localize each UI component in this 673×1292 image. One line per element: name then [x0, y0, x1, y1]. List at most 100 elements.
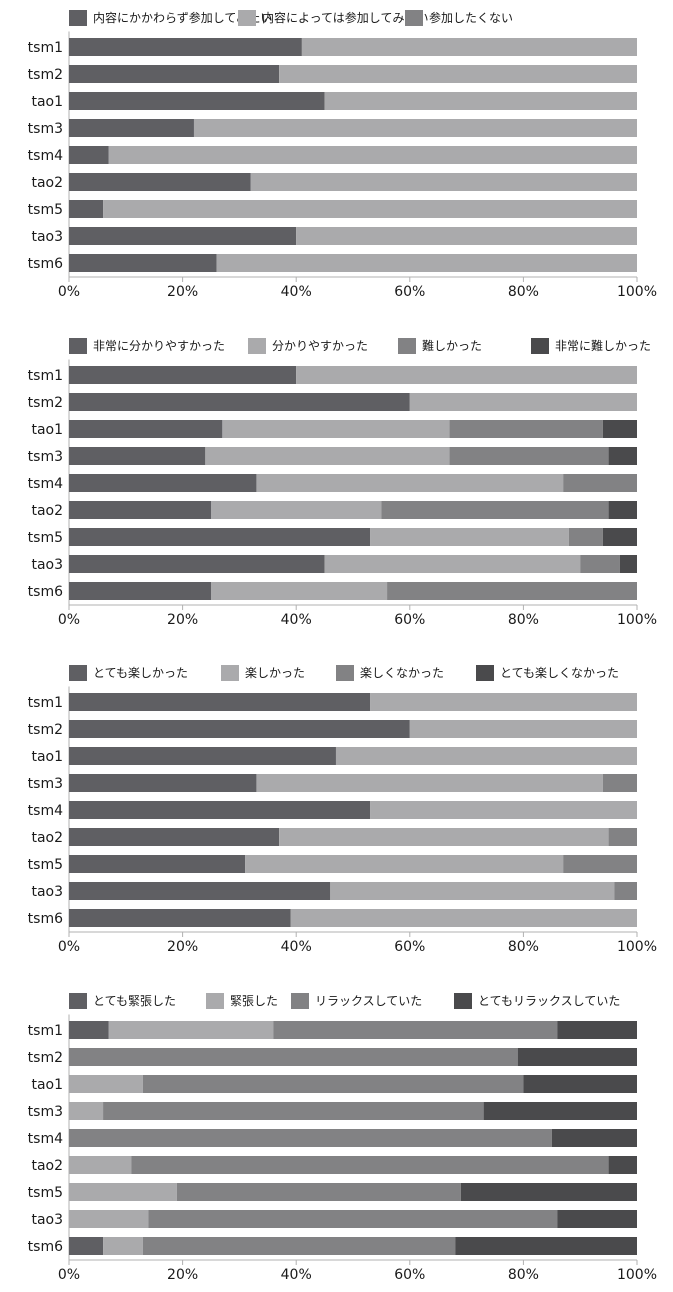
chart-panel-4: とても緊張した 緊張した リラックスしていた とてもリラックスしていた 0% 20% 40%… — [28, 993, 657, 1283]
legend-swatch — [248, 338, 266, 354]
category-label: tsm6 — [28, 256, 63, 272]
bar-segment — [290, 909, 637, 927]
category-label: tsm4 — [28, 1131, 63, 1147]
legend-label: 難しかった — [422, 338, 482, 353]
legend-item: 楽しくなかった — [336, 665, 444, 681]
category-label: tao2 — [31, 175, 63, 191]
x-tick-label: 100% — [617, 1267, 657, 1283]
bar-segment — [69, 1021, 109, 1039]
bar-segment — [69, 393, 410, 411]
bar-segment — [324, 92, 637, 110]
bar-segment — [205, 447, 450, 465]
bar-segment — [381, 501, 609, 519]
bar-segment — [568, 528, 603, 546]
bar-segment — [563, 855, 637, 873]
bar-segment — [250, 173, 637, 191]
x-tick-label: 20% — [167, 1267, 198, 1283]
category-label: tao2 — [31, 830, 63, 846]
x-tick-label: 40% — [281, 939, 312, 955]
legend-item: 内容によっては参加してみたい — [238, 10, 428, 26]
bar-segment — [460, 1183, 637, 1201]
bar-segment — [324, 555, 581, 573]
bar-segment — [455, 1237, 637, 1255]
legend-label: とても緊張した — [93, 994, 176, 1008]
bar-segment — [69, 119, 194, 137]
bar-segment — [335, 747, 637, 765]
category-label: tao1 — [31, 1077, 63, 1093]
bar-segment — [69, 801, 371, 819]
bar-segment — [69, 1129, 552, 1147]
category-label: tsm4 — [28, 148, 63, 164]
bar-segment — [69, 1048, 518, 1066]
bar-segment — [301, 38, 637, 56]
x-tick-label: 40% — [281, 1267, 312, 1283]
legend-label: 非常に難しかった — [555, 338, 651, 353]
bar-segment — [608, 447, 637, 465]
legend-swatch — [238, 10, 256, 26]
category-label: tsm1 — [28, 695, 63, 711]
x-tick-label: 40% — [281, 284, 312, 300]
legend-item: とても緊張した — [69, 993, 176, 1009]
bar-segment — [256, 474, 564, 492]
x-tick-label: 80% — [508, 612, 539, 628]
legend-label: とても楽しくなかった — [500, 666, 619, 680]
bar-segment — [216, 254, 637, 272]
bar-segment — [69, 200, 104, 218]
bar-segment — [449, 447, 609, 465]
bar-segment — [614, 882, 637, 900]
legend-label: とてもリラックスしていた — [478, 994, 620, 1008]
category-label: tao2 — [31, 1158, 63, 1174]
bar-segment — [370, 693, 637, 711]
bar-segment — [279, 65, 637, 83]
x-tick-label: 40% — [281, 612, 312, 628]
bar-segment — [409, 393, 637, 411]
bar-segment — [69, 774, 257, 792]
x-tick-label: 80% — [508, 284, 539, 300]
bar-segment — [69, 1102, 104, 1120]
bar-segment — [602, 774, 637, 792]
x-tick-label: 60% — [394, 612, 425, 628]
bar-segment — [211, 582, 388, 600]
legend-swatch — [291, 993, 309, 1009]
bar-segment — [523, 1075, 637, 1093]
bar-segment — [69, 447, 206, 465]
bar-segment — [211, 501, 382, 519]
legend-swatch — [531, 338, 549, 354]
bar-segment — [69, 828, 280, 846]
x-tick-label: 20% — [167, 939, 198, 955]
category-label: tsm1 — [28, 40, 63, 56]
bar-segment — [69, 747, 336, 765]
bar-segment — [131, 1156, 609, 1174]
bar-segment — [108, 1021, 274, 1039]
x-tick-label: 0% — [58, 1267, 80, 1283]
category-label: tsm2 — [28, 722, 63, 738]
bar-segment — [256, 774, 603, 792]
category-label: tsm2 — [28, 67, 63, 83]
bar-segment — [557, 1021, 637, 1039]
category-label: tsm5 — [28, 530, 63, 546]
bar-segment — [69, 227, 297, 245]
category-label: tsm6 — [28, 1239, 63, 1255]
category-label: tao3 — [31, 884, 63, 900]
bar-segment — [602, 528, 637, 546]
bar-segment — [69, 474, 257, 492]
bar-segment — [69, 855, 246, 873]
legend-swatch — [221, 665, 239, 681]
bar-segment — [296, 366, 637, 384]
legend-label: 内容にかかわらず参加してみたい — [93, 10, 272, 25]
bar-segment — [387, 582, 637, 600]
legend-label: 参加したくない — [429, 10, 513, 25]
legend-swatch — [69, 10, 87, 26]
category-label: tsm5 — [28, 202, 63, 218]
bar-segment — [370, 801, 637, 819]
legend-swatch — [336, 665, 354, 681]
legend-label: とても楽しかった — [93, 666, 188, 680]
legend-swatch — [69, 665, 87, 681]
bar-segment — [69, 1075, 143, 1093]
bar-segment — [176, 1183, 461, 1201]
bar-segment — [69, 1156, 132, 1174]
category-label: tsm3 — [28, 449, 63, 465]
bar-segment — [296, 227, 637, 245]
legend-item: 楽しかった — [221, 665, 305, 681]
